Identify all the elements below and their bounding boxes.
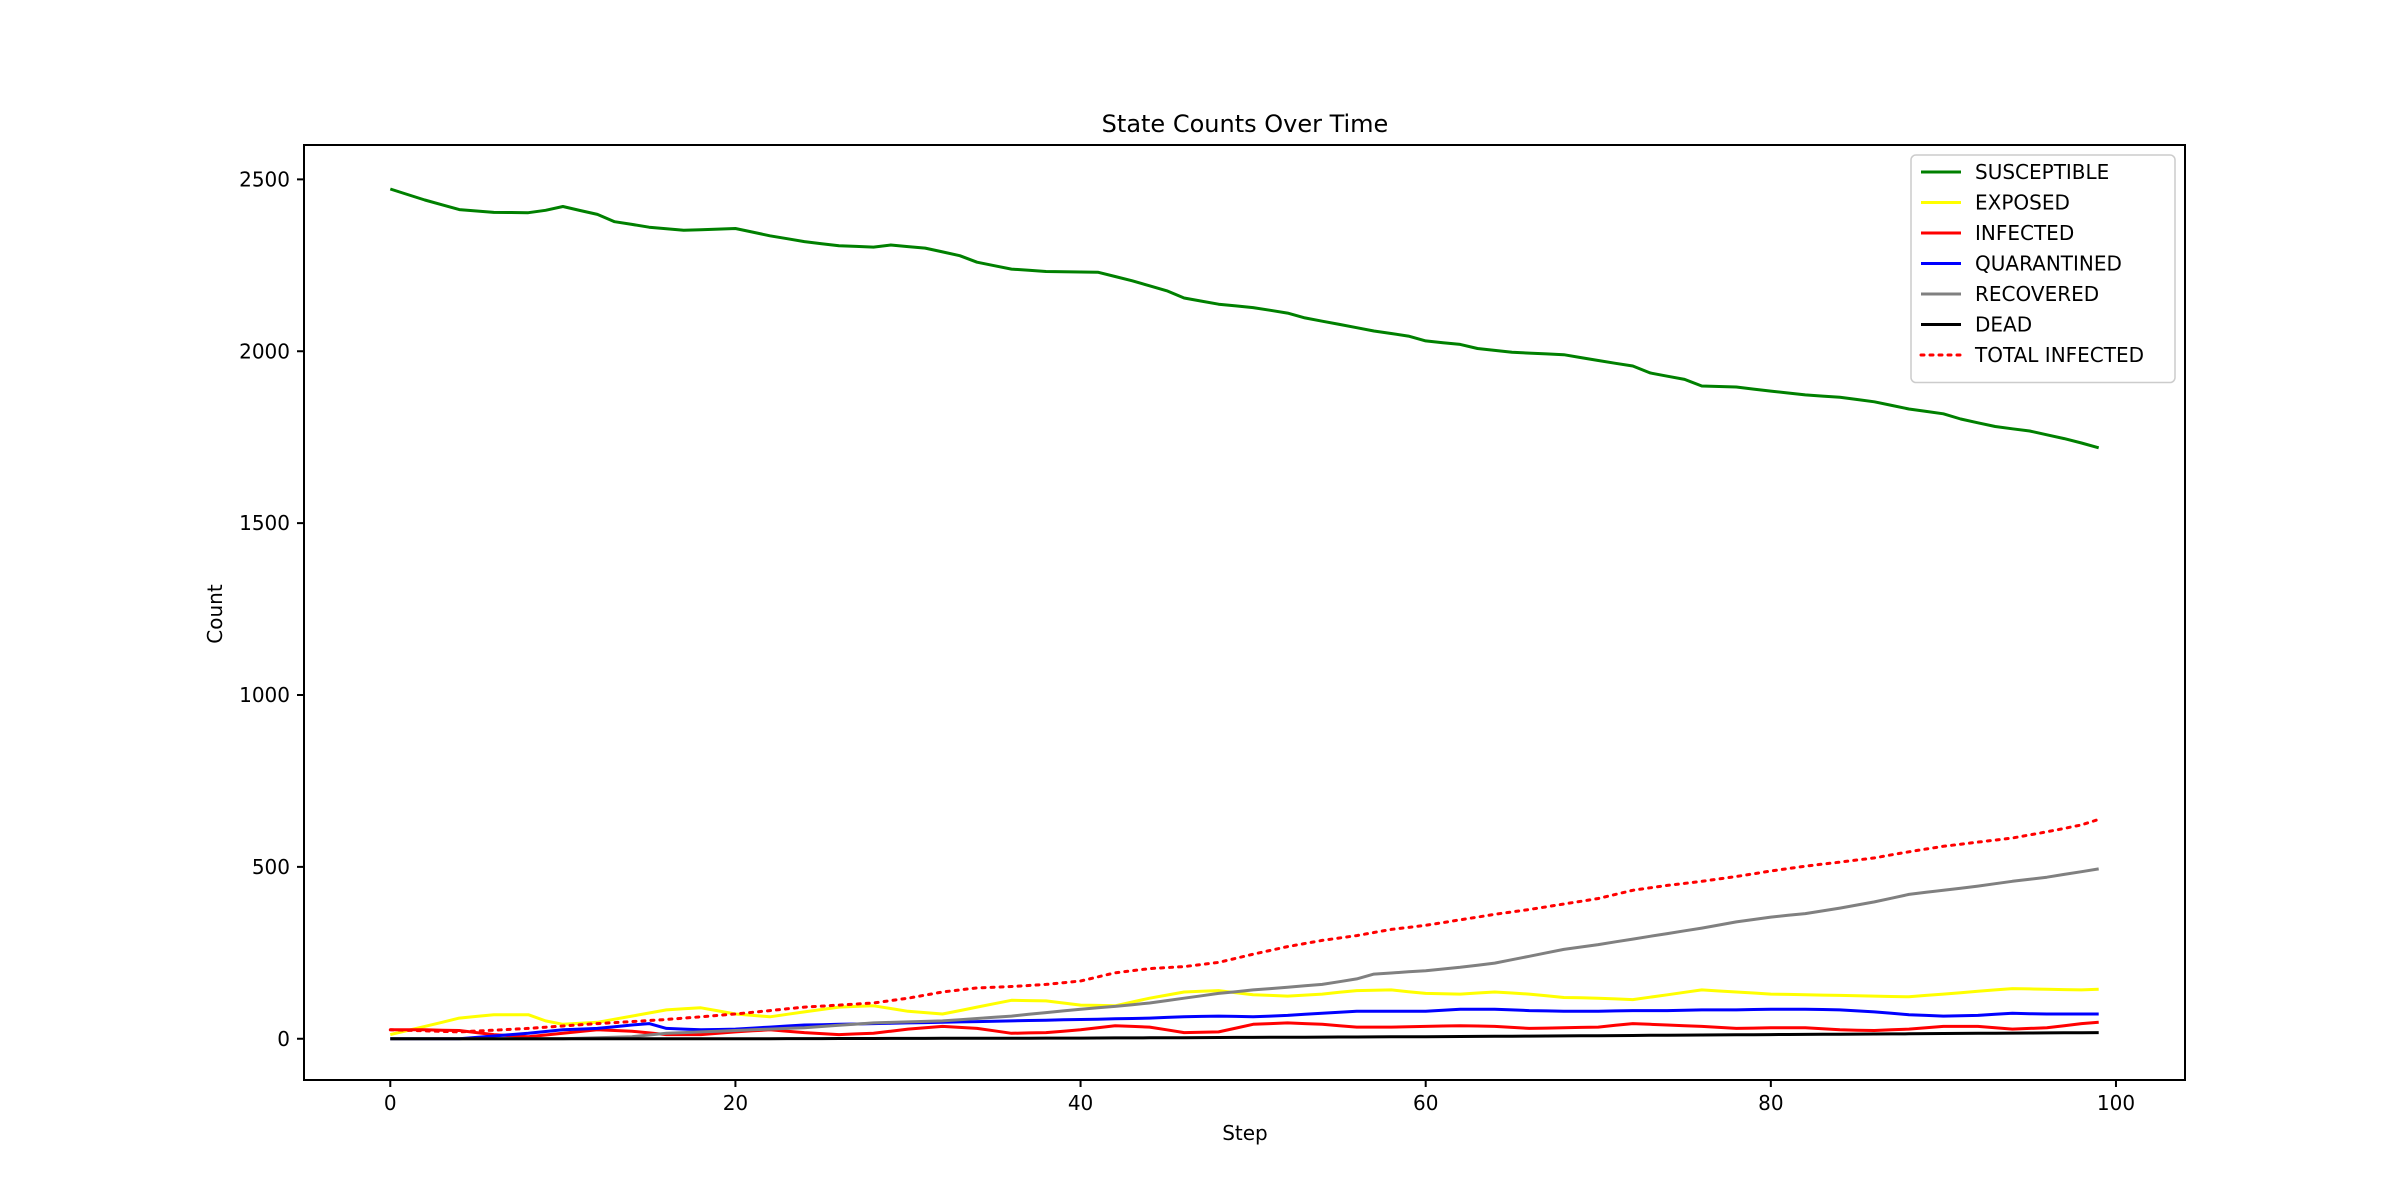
y-axis-label: Count xyxy=(203,584,227,644)
x-axis-ticks: 0 20 40 60 80 100 xyxy=(384,1080,2135,1115)
series-line-quarantined xyxy=(390,1007,2099,1041)
legend: SUSCEPTIBLE EXPOSED INFECTED QUARANTINED REC… xyxy=(1910,154,2176,384)
series-line-infected xyxy=(390,1020,2099,1039)
x-tick-label: 60 xyxy=(1413,1091,1438,1115)
y-axis-ticks: 0 500 1000 1500 2000 2500 xyxy=(239,167,304,1051)
series-line-susceptible xyxy=(389,187,2100,450)
y-tick-label: 500 xyxy=(252,855,290,879)
x-tick-label: 0 xyxy=(384,1091,397,1115)
legend-label: QUARANTINED xyxy=(1975,252,2122,276)
chart-title: State Counts Over Time xyxy=(1102,110,1389,138)
series-line-total-infected xyxy=(388,817,2101,1034)
series-line-exposed xyxy=(389,987,2099,1037)
legend-label: DEAD xyxy=(1975,313,2032,337)
x-tick-label: 100 xyxy=(2097,1091,2135,1115)
series-line-recovered xyxy=(390,867,2099,1041)
legend-label: EXPOSED xyxy=(1975,191,2070,215)
legend-label: RECOVERED xyxy=(1975,282,2099,306)
series-layer xyxy=(388,187,2101,1041)
y-tick-label: 1500 xyxy=(239,511,290,535)
legend-label: SUSCEPTIBLE xyxy=(1975,160,2109,184)
legend-label: INFECTED xyxy=(1975,221,2074,245)
x-tick-label: 40 xyxy=(1068,1091,1093,1115)
legend-frame xyxy=(1910,154,2176,384)
y-tick-label: 0 xyxy=(277,1027,290,1051)
legend-label: TOTAL INFECTED xyxy=(1974,343,2144,367)
x-tick-label: 20 xyxy=(723,1091,748,1115)
y-tick-label: 2500 xyxy=(239,167,290,191)
plot-area-frame xyxy=(303,144,2186,1081)
y-tick-label: 1000 xyxy=(239,683,290,707)
x-tick-label: 80 xyxy=(1758,1091,1783,1115)
y-tick-label: 2000 xyxy=(239,339,290,363)
series-line-dead xyxy=(390,1031,2099,1041)
x-axis-label: Step xyxy=(1222,1121,1268,1145)
